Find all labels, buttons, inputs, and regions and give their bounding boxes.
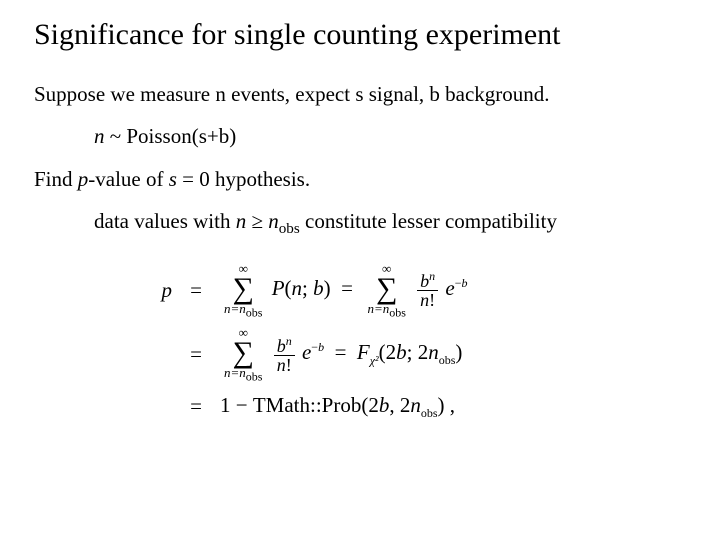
slide: Significance for single counting experim… [0,0,720,425]
var-p: p [78,167,89,191]
eq-row-1: p = ∞ ∑ n=nobs P(n; b) = ∞ ∑ n [144,258,474,323]
frac1: bn n! [417,270,438,309]
p3-c: = 0 hypothesis. [177,167,310,191]
P: P [272,276,285,300]
eq1-eq: = [178,258,214,323]
prob: Prob [322,393,362,417]
eq3-eq: = [178,387,214,425]
sum2-bot: n=nobs [367,302,405,319]
paragraph-3: Find p-value of s = 0 hypothesis. [34,165,686,193]
eq1-eq2: = [341,276,353,300]
frac2-num: bn [274,335,295,356]
exp2: −b [311,340,324,354]
sigma-icon-3: ∑ [224,339,262,366]
eq3-rhs: 1 − TMath::Prob(2b, 2nobs) , [214,387,474,425]
e1: e [445,276,454,300]
p4-n2: n [268,209,279,233]
eq1-rhs: ∞ ∑ n=nobs P(n; b) = ∞ ∑ n=nobs bn [214,258,474,323]
paragraph-1: Suppose we measure n events, expect s si… [34,80,686,108]
P-args: (n; b) [285,276,331,300]
eq2-eq2: = [335,340,347,364]
eq2-rhs: ∞ ∑ n=nobs bn n! e−b = Fχ²(2b; 2nobs) [214,322,474,387]
sigma-icon: ∑ [224,275,262,302]
slide-title: Significance for single counting experim… [34,18,686,52]
p4-n: n [236,209,247,233]
paragraph-2: n ~ Poisson(s+b) [34,122,686,150]
frac2-den: n! [274,356,295,374]
sum3: ∞ ∑ n=nobs [224,326,262,383]
var-n: n [94,124,105,148]
Fchi: F [357,340,370,364]
eq2-eq: = [178,322,214,387]
prob-args: (2b, 2nobs) , [361,393,455,417]
paragraph-4: data values with n ≥ nobs constitute les… [34,207,686,240]
p4-b: constitute lesser compatibility [300,209,557,233]
eq1-lhs: p [144,258,178,323]
frac1-den: n! [417,291,438,309]
eq2-lhs [144,322,178,387]
p4-ge: ≥ [246,209,268,233]
exp1: −b [455,276,468,290]
frac2: bn n! [274,335,295,374]
var-s: s [169,167,177,191]
p3-a: Find [34,167,78,191]
p2-rest: ~ Poisson(s+b) [105,124,237,148]
eq-row-3: = 1 − TMath::Prob(2b, 2nobs) , [144,387,474,425]
Fchi-args: (2b; 2nobs) [379,340,463,364]
sigma-icon-2: ∑ [367,275,405,302]
equation-table: p = ∞ ∑ n=nobs P(n; b) = ∞ ∑ n [144,258,474,426]
sum1: ∞ ∑ n=nobs [224,262,262,319]
p4-obs: obs [279,221,300,237]
one-minus: 1 − [220,393,253,417]
sum3-bot: n=nobs [224,366,262,383]
eq-row-2: = ∞ ∑ n=nobs bn n! e−b = Fχ²( [144,322,474,387]
e2: e [302,340,311,364]
eq3-lhs [144,387,178,425]
frac1-num: bn [417,270,438,291]
sum1-bot: n=nobs [224,302,262,319]
tmath: TMath:: [253,393,322,417]
sum2: ∞ ∑ n=nobs [367,262,405,319]
equation-block: p = ∞ ∑ n=nobs P(n; b) = ∞ ∑ n [144,258,686,426]
Fchi-sub: χ² [370,354,379,368]
slide-body: Suppose we measure n events, expect s si… [34,80,686,425]
p4-a: data values with [94,209,236,233]
p3-b: -value of [88,167,168,191]
